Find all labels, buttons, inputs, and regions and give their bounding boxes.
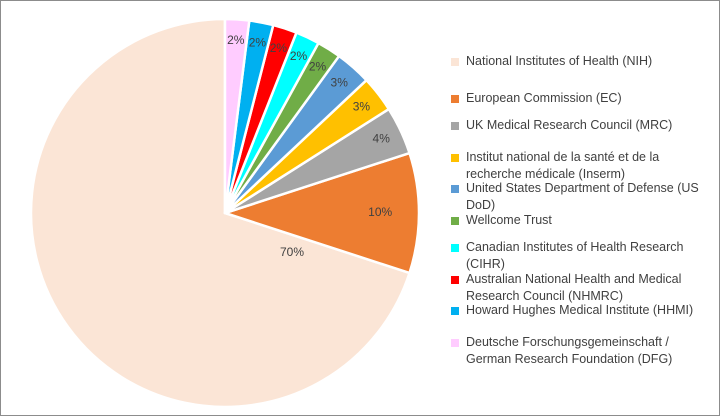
data-label-deutsche-forschungsgemeinschaft-german-research-foundation-dfg: 2% [227, 33, 245, 47]
legend-label: Deutsche Forschungsgemeinschaft / German… [466, 335, 673, 366]
data-label-canadian-institutes-of-health-research-cihr: 2% [290, 49, 308, 63]
legend-label: Canadian Institutes of Health Research (… [466, 240, 684, 271]
legend-label: Institut national de la santé et de la r… [466, 150, 660, 181]
pie-slice-european-commission-ec [223, 151, 421, 275]
data-label-european-commission-ec: 10% [368, 205, 392, 219]
legend-swatch [451, 276, 459, 284]
pie-slice-national-institutes-of-health-nih [29, 17, 411, 409]
legend-swatch [451, 58, 459, 66]
legend-swatch [451, 307, 459, 315]
legend-item-european-commission-ec: European Commission (EC) [451, 90, 716, 107]
legend-label: Australian National Health and Medical R… [466, 272, 682, 303]
legend-item-institut-national-de-la-sante-et-de-la-recherche-medicale-inserm: Institut national de la santé et de la r… [451, 149, 716, 183]
legend-swatch [451, 122, 459, 130]
legend-item-national-institutes-of-health-nih: National Institutes of Health (NIH) [451, 53, 716, 70]
legend-label: Howard Hughes Medical Institute (HHMI) [466, 303, 694, 317]
data-label-wellcome-trust: 2% [309, 59, 327, 73]
legend-label: Wellcome Trust [466, 213, 552, 227]
legend-label: National Institutes of Health (NIH) [466, 54, 653, 68]
legend-item-wellcome-trust: Wellcome Trust [451, 212, 716, 229]
legend-label: UK Medical Research Council (MRC) [466, 118, 673, 132]
legend-item-howard-hughes-medical-institute-hhmi: Howard Hughes Medical Institute (HHMI) [451, 302, 716, 319]
legend-label: European Commission (EC) [466, 91, 622, 105]
data-label-national-institutes-of-health-nih: 70% [280, 245, 304, 259]
legend-label: United States Department of Defense (US … [466, 181, 699, 212]
legend-swatch [451, 154, 459, 162]
legend-swatch [451, 185, 459, 193]
pie-slice-deutsche-forschungsgemeinschaft-german-research-foundation-dfg [223, 17, 251, 215]
data-label-uk-medical-research-council-mrc: 4% [373, 132, 391, 146]
data-label-australian-national-health-and-medical-research-council-nhmrc: 2% [270, 41, 288, 55]
legend-item-deutsche-forschungsgemeinschaft-german-research-foundation-dfg: Deutsche Forschungsgemeinschaft / German… [451, 334, 716, 368]
legend-item-uk-medical-research-council-mrc: UK Medical Research Council (MRC) [451, 117, 716, 134]
data-label-howard-hughes-medical-institute-hhmi: 2% [249, 36, 267, 50]
data-label-institut-national-de-la-sante-et-de-la-recherche-medicale-inserm: 3% [353, 99, 371, 113]
legend-item-united-states-department-of-defense-us-dod: United States Department of Defense (US … [451, 180, 716, 214]
data-label-united-states-department-of-defense-us-dod: 3% [331, 76, 349, 90]
legend-swatch [451, 244, 459, 252]
legend-swatch [451, 217, 459, 225]
legend-item-canadian-institutes-of-health-research-cihr: Canadian Institutes of Health Research (… [451, 239, 716, 273]
legend-swatch [451, 95, 459, 103]
legend-swatch [451, 339, 459, 347]
legend-item-australian-national-health-and-medical-research-council-nhmrc: Australian National Health and Medical R… [451, 271, 716, 305]
